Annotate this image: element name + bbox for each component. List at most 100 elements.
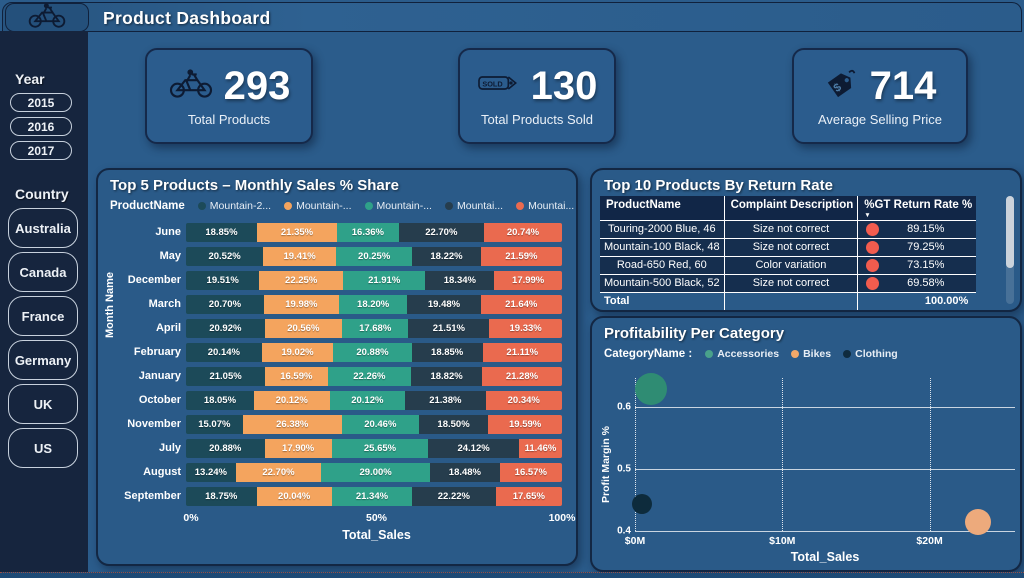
bar-segment[interactable]: 18.48%: [430, 462, 500, 482]
scatter-bubble[interactable]: [632, 494, 653, 515]
bar-segment[interactable]: 17.99%: [494, 270, 562, 290]
month-label: November: [127, 418, 181, 430]
scatter-bubble[interactable]: [965, 508, 992, 535]
country-option[interactable]: Canada: [8, 252, 78, 292]
bar-segment[interactable]: 18.85%: [186, 222, 257, 242]
bar-segment[interactable]: 18.85%: [411, 342, 483, 362]
bar-segment[interactable]: 20.12%: [329, 390, 406, 410]
bar-segment[interactable]: 26.38%: [242, 414, 342, 434]
bar-segment[interactable]: 24.12%: [428, 438, 519, 458]
bar-segment[interactable]: 11.46%: [518, 438, 562, 458]
month-label: June: [155, 226, 181, 238]
rate-cell-wrap: 69.58%: [857, 273, 977, 292]
bar-segment[interactable]: 22.22%: [412, 486, 496, 506]
country-option[interactable]: France: [8, 296, 78, 336]
gridline-horizontal: [635, 531, 1015, 532]
bar-segment[interactable]: 20.52%: [186, 246, 264, 266]
bar-segment[interactable]: 25.65%: [331, 438, 429, 458]
table-row[interactable]: Mountain-100 Black, 48 Size not correct 79…: [600, 237, 977, 256]
bar-segment[interactable]: 17.65%: [495, 486, 562, 506]
table-column-header[interactable]: ProductName: [600, 196, 725, 220]
bar-segment[interactable]: 20.34%: [485, 390, 562, 410]
country-option[interactable]: Australia: [8, 208, 78, 248]
bar-segment[interactable]: 20.56%: [264, 318, 342, 338]
bar-segment[interactable]: 18.50%: [418, 414, 489, 434]
legend-item[interactable]: Mountain-...: [364, 200, 432, 212]
bar-segment[interactable]: 19.98%: [263, 294, 339, 314]
bar-segment[interactable]: 20.04%: [256, 486, 332, 506]
bar-segment[interactable]: 18.22%: [412, 246, 481, 266]
bar-segment[interactable]: 20.25%: [336, 246, 413, 266]
legend-item[interactable]: Bikes: [791, 348, 831, 360]
table-row[interactable]: Mountain-500 Black, 52 Size not correct 69…: [600, 273, 977, 292]
bar-segment[interactable]: 22.70%: [398, 222, 484, 242]
bar-segment[interactable]: 20.88%: [186, 438, 265, 458]
bar-segment[interactable]: 22.25%: [259, 270, 343, 290]
bar-segment[interactable]: 21.91%: [343, 270, 426, 290]
bar-segment[interactable]: 22.26%: [327, 366, 412, 386]
table-row[interactable]: Road-650 Red, 60 Color variation 73.15%: [600, 255, 977, 274]
product-cell: Road-650 Red, 60: [600, 255, 725, 274]
bar-segment[interactable]: 19.02%: [261, 342, 334, 362]
legend-item[interactable]: Clothing: [843, 348, 898, 360]
bar-segment[interactable]: 20.88%: [333, 342, 412, 362]
legend-item[interactable]: Accessories: [705, 348, 779, 360]
bar-segment[interactable]: 21.64%: [480, 294, 562, 314]
bar-segment[interactable]: 21.05%: [186, 366, 266, 386]
bar-segment[interactable]: 29.00%: [321, 462, 431, 482]
bar-segment[interactable]: 21.35%: [256, 222, 338, 242]
month-label: April: [155, 322, 181, 334]
bar-segment[interactable]: 16.57%: [499, 462, 562, 482]
bar-segment[interactable]: 21.34%: [331, 486, 413, 506]
bar-segment[interactable]: 21.38%: [405, 390, 486, 410]
bar-segment[interactable]: 20.46%: [341, 414, 419, 434]
country-option[interactable]: Germany: [8, 340, 78, 380]
table-column-header[interactable]: Complaint Description: [723, 196, 858, 220]
legend-item-label: Mountai...: [456, 200, 504, 212]
bar-segment[interactable]: 20.12%: [253, 390, 330, 410]
stacked-bar: 13.24% 22.70% 29.00% 18.48% 16.57%: [186, 462, 562, 482]
bar-segment[interactable]: 20.70%: [186, 294, 264, 314]
legend-item[interactable]: Mountai...: [516, 200, 574, 212]
year-option[interactable]: 2016: [10, 117, 72, 136]
table-column-header[interactable]: %GT Return Rate % ▼: [857, 196, 977, 220]
country-option[interactable]: UK: [8, 384, 78, 424]
bar-segment[interactable]: 20.92%: [186, 318, 265, 338]
bar-row: March 20.70% 19.98% 18.20% 19.48% 21.64%: [120, 292, 562, 316]
bar-segment[interactable]: 19.41%: [263, 246, 337, 266]
table-scrollbar-thumb[interactable]: [1006, 196, 1014, 268]
legend-item[interactable]: Mountai...: [444, 200, 504, 212]
legend-item[interactable]: Mountain-2...: [197, 200, 271, 212]
legend-item[interactable]: Mountain-...: [284, 200, 352, 212]
bar-segment[interactable]: 19.51%: [186, 270, 260, 290]
legend-dot-icon: [516, 202, 525, 210]
bar-segment[interactable]: 19.59%: [488, 414, 562, 434]
bar-segment[interactable]: 21.28%: [481, 366, 562, 386]
bar-segment[interactable]: 21.59%: [480, 246, 562, 266]
bar-segment[interactable]: 18.34%: [425, 270, 495, 290]
table-row[interactable]: Touring-2000 Blue, 46 Size not correct 89.…: [600, 219, 977, 238]
return-rate-dot-icon: [866, 240, 880, 254]
bar-segment[interactable]: 21.11%: [482, 342, 562, 362]
bar-segment[interactable]: 16.59%: [265, 366, 328, 386]
legend-item-label: Clothing: [855, 348, 898, 360]
year-option[interactable]: 2017: [10, 141, 72, 160]
bar-segment[interactable]: 17.68%: [341, 318, 409, 338]
bar-segment[interactable]: 18.05%: [186, 390, 254, 410]
bar-segment[interactable]: 16.36%: [337, 222, 399, 242]
bar-segment[interactable]: 19.33%: [489, 318, 562, 338]
bar-segment[interactable]: 18.20%: [338, 294, 408, 314]
bar-segment[interactable]: 20.74%: [483, 222, 562, 242]
bar-segment[interactable]: 15.07%: [186, 414, 243, 434]
bar-segment[interactable]: 20.14%: [186, 342, 262, 362]
year-option[interactable]: 2015: [10, 93, 72, 112]
bar-segment[interactable]: 21.51%: [408, 318, 490, 338]
scatter-bubble[interactable]: [635, 372, 668, 405]
bar-segment[interactable]: 17.90%: [264, 438, 332, 458]
bar-segment[interactable]: 13.24%: [186, 462, 236, 482]
country-option[interactable]: US: [8, 428, 78, 468]
bar-segment[interactable]: 19.48%: [407, 294, 481, 314]
bar-segment[interactable]: 22.70%: [235, 462, 322, 482]
bar-segment[interactable]: 18.75%: [186, 486, 257, 506]
bar-segment[interactable]: 18.82%: [411, 366, 482, 386]
